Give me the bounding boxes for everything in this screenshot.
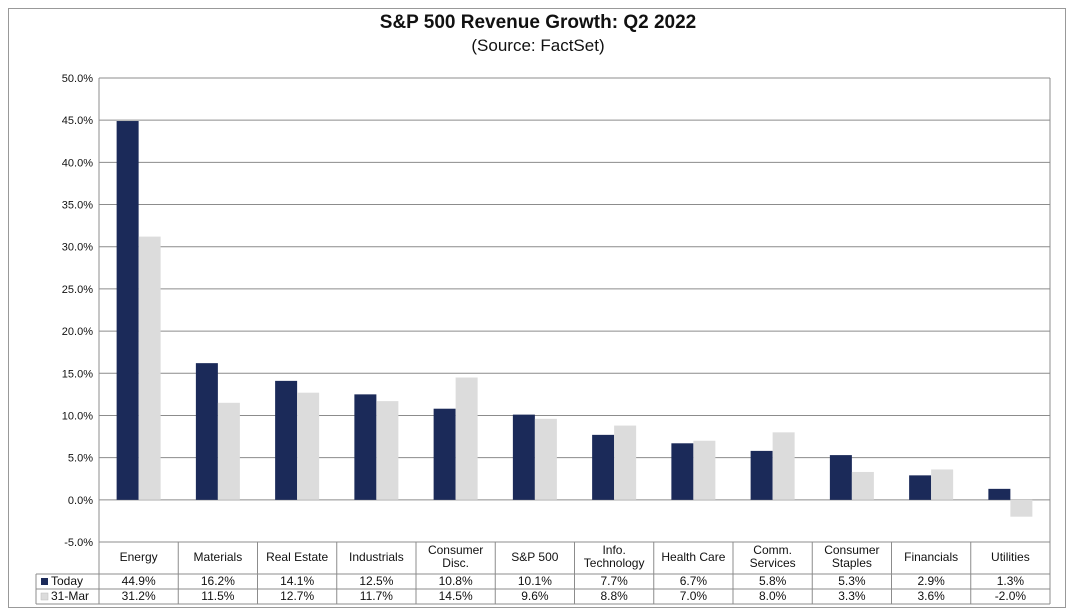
bar-today bbox=[116, 121, 139, 500]
category-label: Real Estate bbox=[266, 550, 328, 564]
y-tick-label: 10.0% bbox=[62, 410, 93, 422]
y-tick-label: 45.0% bbox=[62, 115, 93, 127]
bar-today bbox=[512, 414, 535, 500]
bar-today bbox=[988, 488, 1011, 500]
data-value-label: 1.3% bbox=[997, 574, 1025, 588]
bar-31-mar bbox=[138, 236, 161, 500]
bar-31-mar bbox=[534, 418, 557, 500]
category-label: Health Care bbox=[661, 550, 725, 564]
category-label: Technology bbox=[584, 556, 645, 570]
bar-31-mar bbox=[455, 377, 478, 500]
category-label: Energy bbox=[120, 550, 158, 564]
legend-label: Today bbox=[51, 574, 83, 588]
data-value-label: 6.7% bbox=[680, 574, 708, 588]
data-table: Energy Materials Real Estate Industrials Con… bbox=[35, 541, 1051, 605]
y-tick-label: 5.0% bbox=[68, 453, 93, 465]
data-value-label: 12.5% bbox=[359, 574, 393, 588]
data-value-label: 7.7% bbox=[600, 574, 628, 588]
data-value-label: 14.1% bbox=[280, 574, 314, 588]
category-label: Comm. bbox=[753, 543, 792, 557]
y-tick-label: -5.0% bbox=[64, 537, 93, 549]
bar-today bbox=[195, 363, 218, 500]
y-tick-label: 40.0% bbox=[62, 157, 93, 169]
bar-today bbox=[829, 455, 852, 500]
y-tick-label: 20.0% bbox=[62, 326, 93, 338]
bar-today bbox=[909, 475, 932, 500]
y-tick-label: 50.0% bbox=[62, 73, 93, 85]
data-value-label: 3.3% bbox=[838, 589, 866, 603]
data-value-label: 3.6% bbox=[917, 589, 945, 603]
data-value-label: 8.8% bbox=[600, 589, 628, 603]
data-value-label: 14.5% bbox=[439, 589, 473, 603]
data-value-label: 11.5% bbox=[201, 589, 234, 603]
category-label: Utilities bbox=[991, 550, 1030, 564]
bar-31-mar bbox=[614, 425, 637, 500]
bar-today bbox=[275, 380, 298, 500]
y-tick-label: 0.0% bbox=[68, 495, 93, 507]
bar-31-mar bbox=[772, 432, 795, 500]
data-value-label: 10.8% bbox=[439, 574, 473, 588]
category-label: Info. bbox=[602, 543, 625, 557]
data-value-label: 2.9% bbox=[917, 574, 945, 588]
data-value-label: 44.9% bbox=[122, 574, 156, 588]
y-tick-label: 30.0% bbox=[62, 242, 93, 254]
bar-31-mar bbox=[851, 471, 874, 500]
bar-today bbox=[354, 394, 377, 500]
data-value-label: -2.0% bbox=[995, 589, 1027, 603]
category-label: Staples bbox=[832, 556, 872, 570]
chart-frame bbox=[8, 8, 1066, 608]
bar-31-mar bbox=[931, 469, 954, 500]
category-label: Consumer bbox=[824, 543, 879, 557]
y-tick-label: 35.0% bbox=[62, 200, 93, 212]
category-label: Financials bbox=[904, 550, 958, 564]
category-label: Industrials bbox=[349, 550, 404, 564]
legend-swatch bbox=[40, 592, 49, 601]
category-label: S&P 500 bbox=[511, 550, 558, 564]
category-label: Consumer bbox=[428, 543, 483, 557]
data-value-label: 5.8% bbox=[759, 574, 787, 588]
data-value-label: 5.3% bbox=[838, 574, 866, 588]
category-label: Materials bbox=[194, 550, 243, 564]
category-label: Services bbox=[750, 556, 796, 570]
chart-subtitle: (Source: FactSet) bbox=[471, 36, 605, 55]
data-value-label: 9.6% bbox=[521, 589, 549, 603]
data-value-label: 31.2% bbox=[122, 589, 156, 603]
bar-today bbox=[671, 443, 694, 500]
legend-label: 31-Mar bbox=[51, 589, 89, 603]
data-value-label: 12.7% bbox=[280, 589, 314, 603]
legend-swatch bbox=[41, 578, 48, 585]
y-tick-label: 25.0% bbox=[62, 284, 93, 296]
y-axis-ticks: -5.0% 0.0% 5.0% 10.0% 15.0% 20.0% 25.0% 30.0% 35… bbox=[62, 73, 93, 549]
bar-31-mar bbox=[297, 392, 320, 500]
bar-31-mar bbox=[1010, 499, 1033, 517]
data-value-label: 10.1% bbox=[518, 574, 552, 588]
data-value-label: 7.0% bbox=[680, 589, 708, 603]
bar-today bbox=[750, 450, 773, 500]
data-value-label: 11.7% bbox=[360, 589, 393, 603]
bar-31-mar bbox=[376, 401, 399, 500]
bar-31-mar bbox=[217, 402, 240, 500]
bar-31-mar bbox=[693, 440, 716, 500]
data-value-label: 16.2% bbox=[201, 574, 235, 588]
data-value-label: 8.0% bbox=[759, 589, 787, 603]
gridlines bbox=[98, 77, 1051, 543]
chart-title: S&P 500 Revenue Growth: Q2 2022 bbox=[379, 12, 697, 33]
bar-today bbox=[433, 408, 456, 500]
bars bbox=[116, 121, 1033, 517]
category-label: Disc. bbox=[442, 556, 469, 570]
bar-today bbox=[592, 434, 615, 500]
y-tick-label: 15.0% bbox=[62, 368, 93, 380]
